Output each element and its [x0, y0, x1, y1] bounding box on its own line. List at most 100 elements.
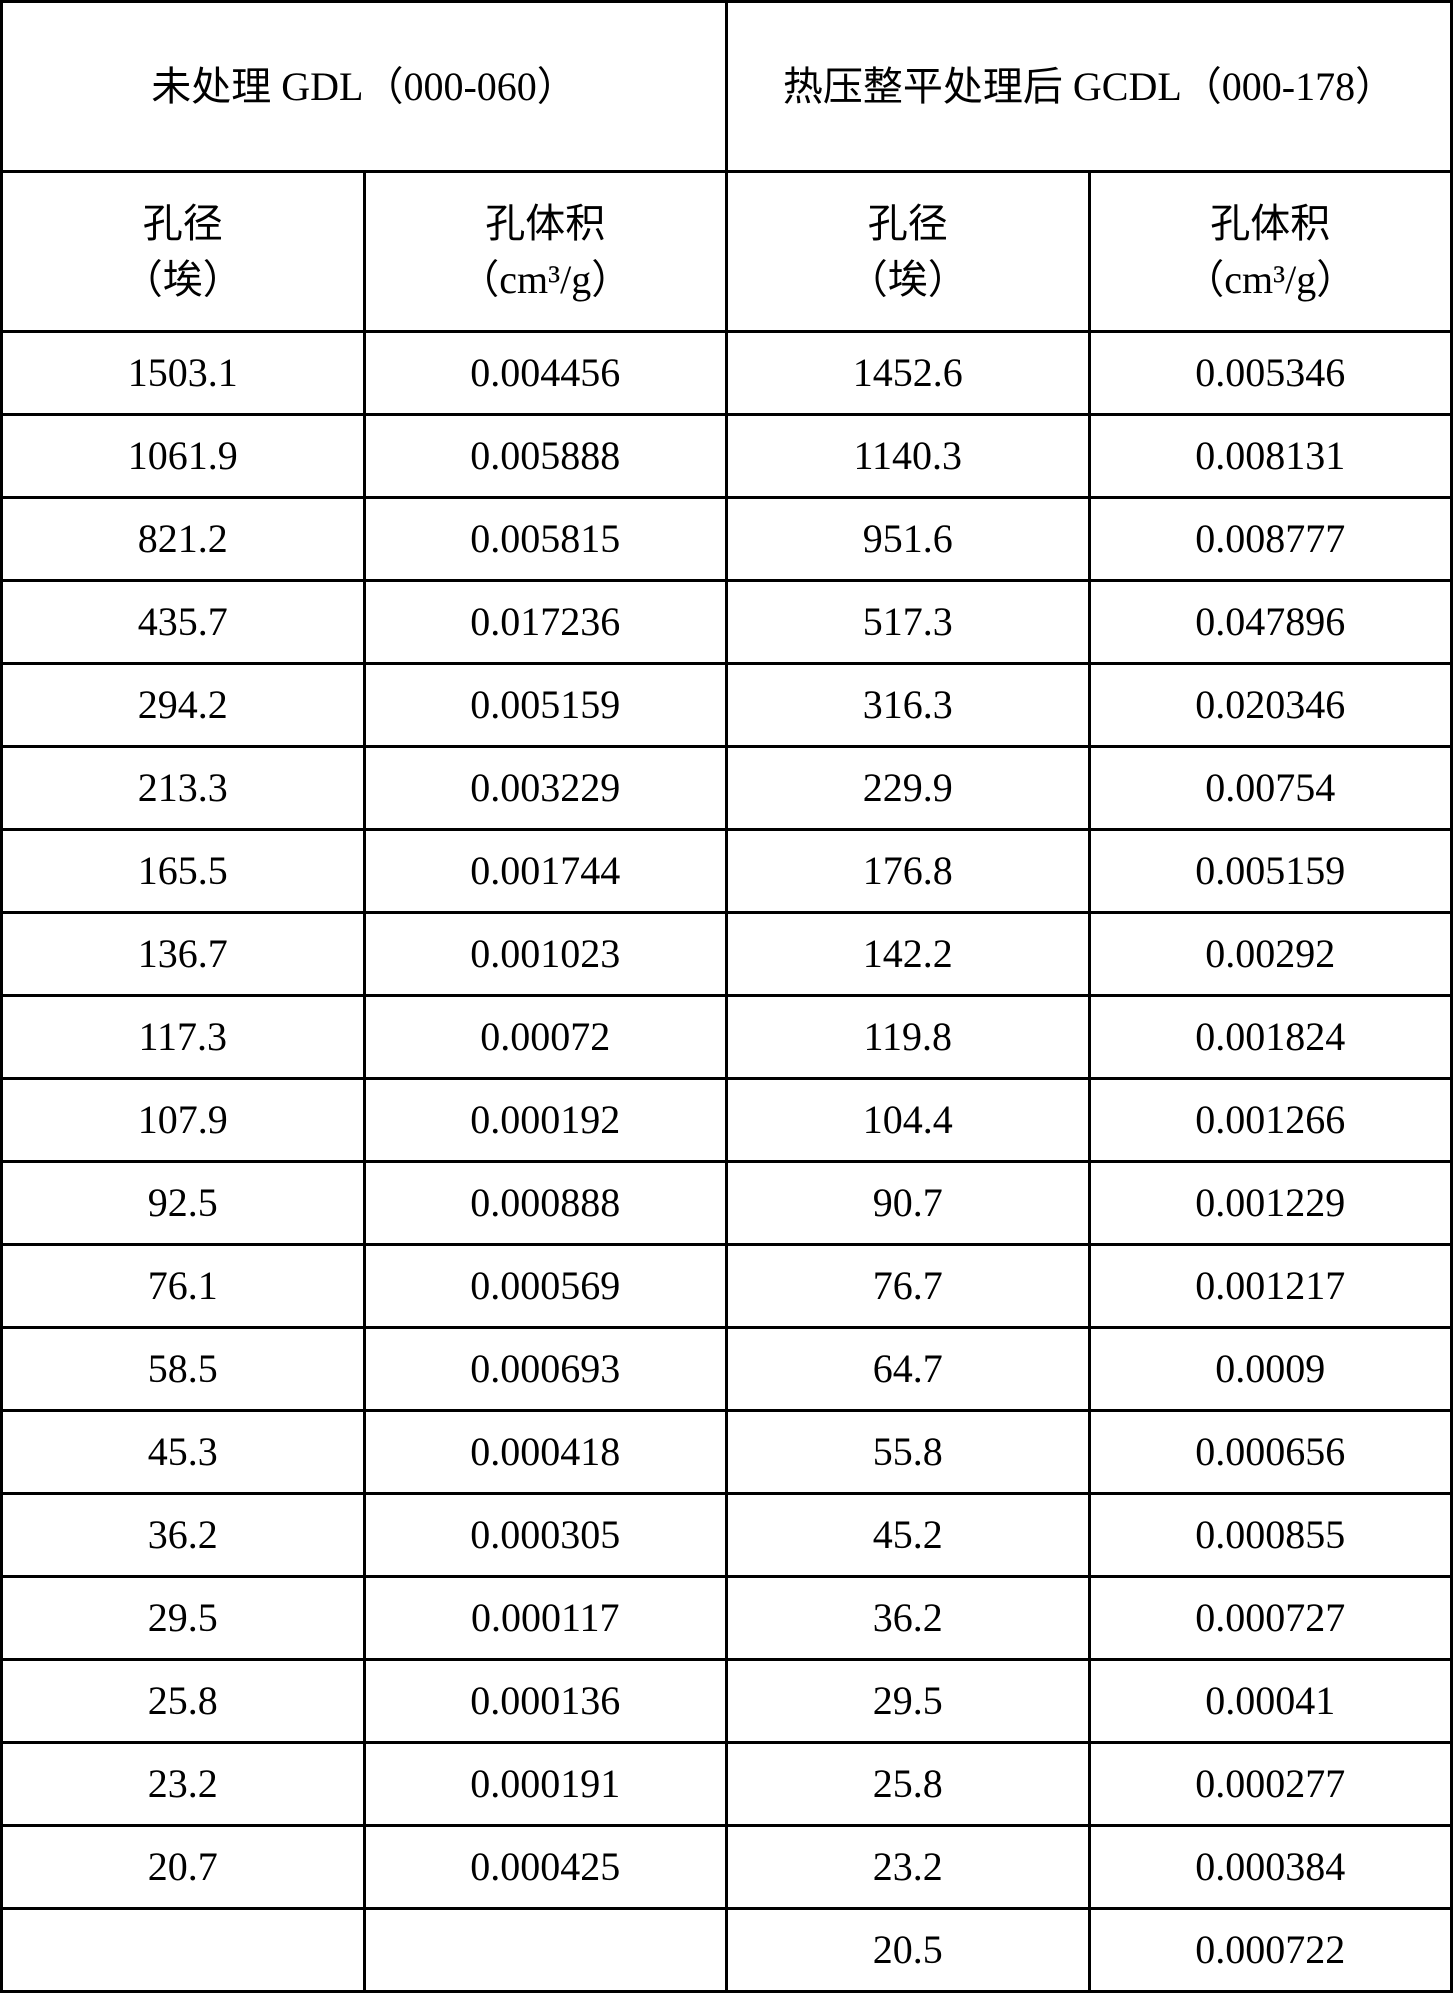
table-cell: 20.5: [727, 1909, 1090, 1992]
table-cell: 117.3: [2, 996, 365, 1079]
table-row: 213.30.003229229.90.00754: [2, 747, 1452, 830]
table-row: 117.30.00072119.80.001824: [2, 996, 1452, 1079]
table-row: 76.10.00056976.70.001217: [2, 1245, 1452, 1328]
table-cell: 0.000727: [1089, 1577, 1452, 1660]
table-cell: 0.000277: [1089, 1743, 1452, 1826]
table-cell: 0.000656: [1089, 1411, 1452, 1494]
table-cell: 1503.1: [2, 332, 365, 415]
subheader-pore-volume-2: 孔体积 （cm³/g）: [1089, 172, 1452, 332]
table-cell: 64.7: [727, 1328, 1090, 1411]
table-body: 1503.10.0044561452.60.0053461061.90.0058…: [2, 332, 1452, 1992]
table-cell: 0.000722: [1089, 1909, 1452, 1992]
table-cell: 0.000418: [364, 1411, 727, 1494]
table-cell: 107.9: [2, 1079, 365, 1162]
table-cell: 0.00754: [1089, 747, 1452, 830]
table-cell: 1140.3: [727, 415, 1090, 498]
table-row: 20.50.000722: [2, 1909, 1452, 1992]
table-cell: 104.4: [727, 1079, 1090, 1162]
table-header-row-sub: 孔径 （埃） 孔体积 （cm³/g） 孔径 （埃） 孔体积 （cm³/g）: [2, 172, 1452, 332]
table-cell: 142.2: [727, 913, 1090, 996]
table-cell: 29.5: [727, 1660, 1090, 1743]
table-cell: 0.0009: [1089, 1328, 1452, 1411]
table-header-row-top: 未处理 GDL（000-060） 热压整平处理后 GCDL（000-178）: [2, 2, 1452, 172]
table-row: 107.90.000192104.40.001266: [2, 1079, 1452, 1162]
table-row: 23.20.00019125.80.000277: [2, 1743, 1452, 1826]
table-cell: 951.6: [727, 498, 1090, 581]
table-cell: 92.5: [2, 1162, 365, 1245]
table-cell: 165.5: [2, 830, 365, 913]
table-cell: 1061.9: [2, 415, 365, 498]
subheader-unit: （cm³/g）: [374, 252, 718, 308]
table-cell: 316.3: [727, 664, 1090, 747]
table-cell: 55.8: [727, 1411, 1090, 1494]
table-cell: 176.8: [727, 830, 1090, 913]
table-row: 20.70.00042523.20.000384: [2, 1826, 1452, 1909]
subheader-label: 孔体积: [1099, 196, 1443, 252]
table-cell: 136.7: [2, 913, 365, 996]
table-row: 821.20.005815951.60.008777: [2, 498, 1452, 581]
table-cell: 0.000855: [1089, 1494, 1452, 1577]
table-cell: 0.047896: [1089, 581, 1452, 664]
table-cell: 0.000136: [364, 1660, 727, 1743]
table-row: 294.20.005159316.30.020346: [2, 664, 1452, 747]
table-row: 92.50.00088890.70.001229: [2, 1162, 1452, 1245]
table-cell: 0.000191: [364, 1743, 727, 1826]
table-cell: 0.000693: [364, 1328, 727, 1411]
table-row: 165.50.001744176.80.005159: [2, 830, 1452, 913]
subheader-pore-diameter-1: 孔径 （埃）: [2, 172, 365, 332]
table-cell: 435.7: [2, 581, 365, 664]
table-cell: 0.001217: [1089, 1245, 1452, 1328]
table-cell: 0.001229: [1089, 1162, 1452, 1245]
table-cell: 20.7: [2, 1826, 365, 1909]
table-cell: 0.003229: [364, 747, 727, 830]
table-cell: 229.9: [727, 747, 1090, 830]
table-cell: 0.001023: [364, 913, 727, 996]
table-cell: 0.001266: [1089, 1079, 1452, 1162]
table-cell: 0.000117: [364, 1577, 727, 1660]
subheader-label: 孔径: [11, 196, 355, 252]
table-cell: 36.2: [727, 1577, 1090, 1660]
table-cell: 0.017236: [364, 581, 727, 664]
subheader-label: 孔径: [736, 196, 1080, 252]
table-row: 58.50.00069364.70.0009: [2, 1328, 1452, 1411]
table-cell: 0.00041: [1089, 1660, 1452, 1743]
table-cell: 294.2: [2, 664, 365, 747]
table-cell: 0.001744: [364, 830, 727, 913]
table-cell: 76.7: [727, 1245, 1090, 1328]
table-cell: [364, 1909, 727, 1992]
table-row: 435.70.017236517.30.047896: [2, 581, 1452, 664]
table-cell: 0.005346: [1089, 332, 1452, 415]
subheader-pore-volume-1: 孔体积 （cm³/g）: [364, 172, 727, 332]
table-cell: 0.008131: [1089, 415, 1452, 498]
table-cell: 119.8: [727, 996, 1090, 1079]
subheader-pore-diameter-2: 孔径 （埃）: [727, 172, 1090, 332]
table-cell: 90.7: [727, 1162, 1090, 1245]
subheader-unit: （埃）: [11, 252, 355, 308]
table-cell: 25.8: [727, 1743, 1090, 1826]
table-cell: 0.020346: [1089, 664, 1452, 747]
subheader-unit: （cm³/g）: [1099, 252, 1443, 308]
table-cell: 0.000888: [364, 1162, 727, 1245]
table-cell: 517.3: [727, 581, 1090, 664]
table-cell: 45.3: [2, 1411, 365, 1494]
data-table-container: 未处理 GDL（000-060） 热压整平处理后 GCDL（000-178） 孔…: [0, 0, 1453, 1993]
table-cell: 0.001824: [1089, 996, 1452, 1079]
table-cell: 0.00072: [364, 996, 727, 1079]
header-untreated-gdl: 未处理 GDL（000-060）: [2, 2, 727, 172]
table-cell: 25.8: [2, 1660, 365, 1743]
header-treated-gcdl: 热压整平处理后 GCDL（000-178）: [727, 2, 1452, 172]
table-row: 136.70.001023142.20.00292: [2, 913, 1452, 996]
table-cell: 821.2: [2, 498, 365, 581]
table-cell: 0.000192: [364, 1079, 727, 1162]
table-cell: 0.00292: [1089, 913, 1452, 996]
subheader-label: 孔体积: [374, 196, 718, 252]
table-cell: 0.000569: [364, 1245, 727, 1328]
table-cell: [2, 1909, 365, 1992]
table-row: 1061.90.0058881140.30.008131: [2, 415, 1452, 498]
table-cell: 1452.6: [727, 332, 1090, 415]
table-cell: 0.005159: [1089, 830, 1452, 913]
table-row: 29.50.00011736.20.000727: [2, 1577, 1452, 1660]
table-cell: 0.005888: [364, 415, 727, 498]
table-cell: 29.5: [2, 1577, 365, 1660]
table-cell: 36.2: [2, 1494, 365, 1577]
